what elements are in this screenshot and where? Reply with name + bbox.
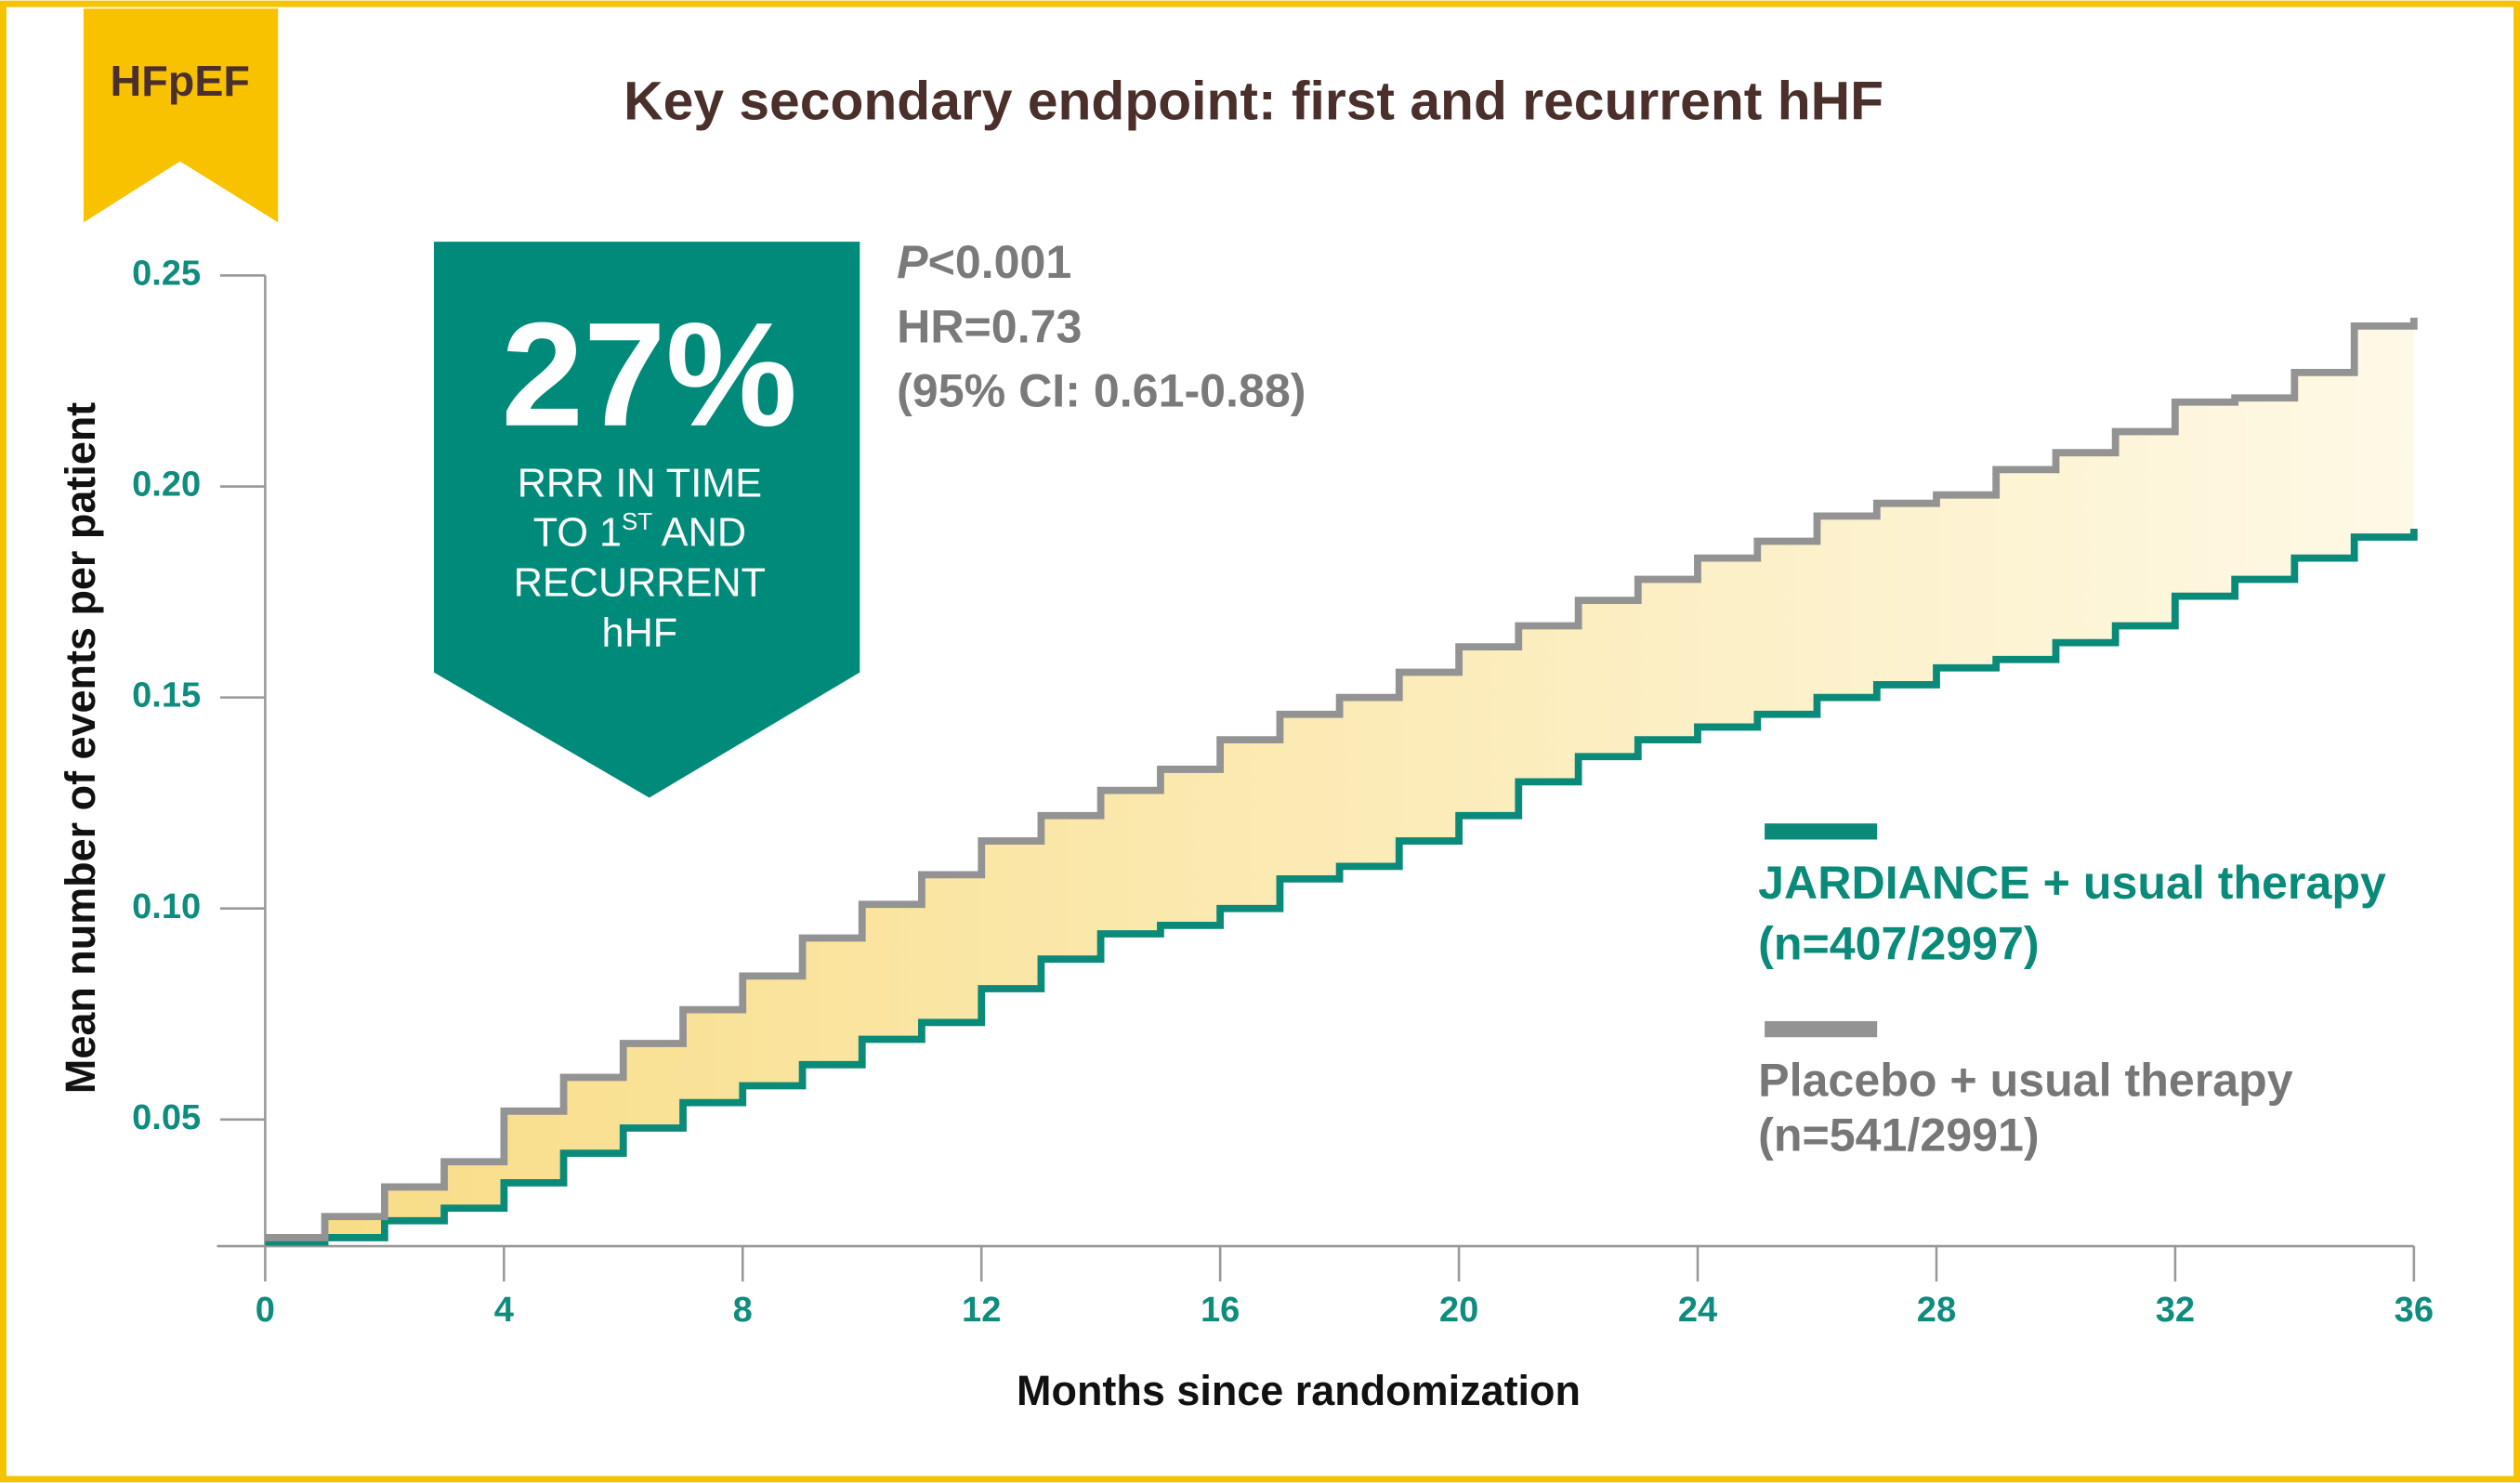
x-tick-label: 24 [1678,1291,1717,1330]
badge-shape [83,8,279,223]
legend-count: (n=541/2991) [1758,1109,2039,1161]
badge-text: HFpEF [111,57,250,105]
legend: JARDIANCE + usual therapy (n=407/2997) Pla… [1758,823,2386,1161]
series-line [265,317,2418,1241]
x-axis-label: Months since randomization [1017,1367,1581,1414]
callout-line: hHF [602,610,678,655]
stat-ci: (95% CI: 0.61-0.88) [897,365,1306,417]
legend-swatch [1765,1020,1878,1038]
p-value: <0.001 [928,236,1072,288]
callout-headline: 27% [502,292,797,457]
callout-shape [433,242,860,798]
callout-text: AND [652,511,746,556]
callout-text: TO 1 [533,511,622,556]
x-tick-label: 20 [1439,1291,1478,1330]
x-tick-label: 28 [1917,1291,1956,1330]
band-fill [265,317,2414,1242]
callout-line: TO 1ST AND [533,509,746,556]
legend-swatch [1765,823,1878,840]
x-tick-label: 16 [1201,1291,1240,1330]
stat-hr: HR=0.73 [897,300,1082,352]
callout-sup: ST [622,509,652,535]
callout-line: RRR IN TIME [518,461,762,505]
stat-p: P<0.001 [897,236,1071,288]
legend-label: JARDIANCE + usual therapy [1758,857,2386,909]
legend-label: Placebo + usual therapy [1758,1055,2293,1107]
x-tick-label: 8 [733,1291,753,1330]
chart-title: Key secondary endpoint: first and recurr… [623,72,1883,132]
callout-line: RECURRENT [514,561,766,606]
plot-area: 0.05 0.10 0.15 0.20 0.25 0 4 8 12 16 20 24 28 32 36 [132,254,2434,1330]
y-tick-label: 0.05 [132,1098,201,1137]
series-line [265,529,2418,1246]
x-tick-label: 4 [494,1291,514,1330]
x-tick-label: 32 [2156,1291,2195,1330]
y-axis-label: Mean number of events per patient [57,402,104,1094]
y-tick-label: 0.25 [132,254,201,293]
y-tick-label: 0.20 [132,466,201,505]
x-tick-label: 36 [2395,1291,2434,1330]
y-tick-label: 0.10 [132,887,201,926]
x-tick-label: 12 [962,1291,1001,1330]
legend-count: (n=407/2997) [1758,918,2039,970]
y-tick-label: 0.15 [132,676,201,715]
p-symbol: P [897,236,928,288]
x-tick-label: 0 [256,1291,275,1330]
